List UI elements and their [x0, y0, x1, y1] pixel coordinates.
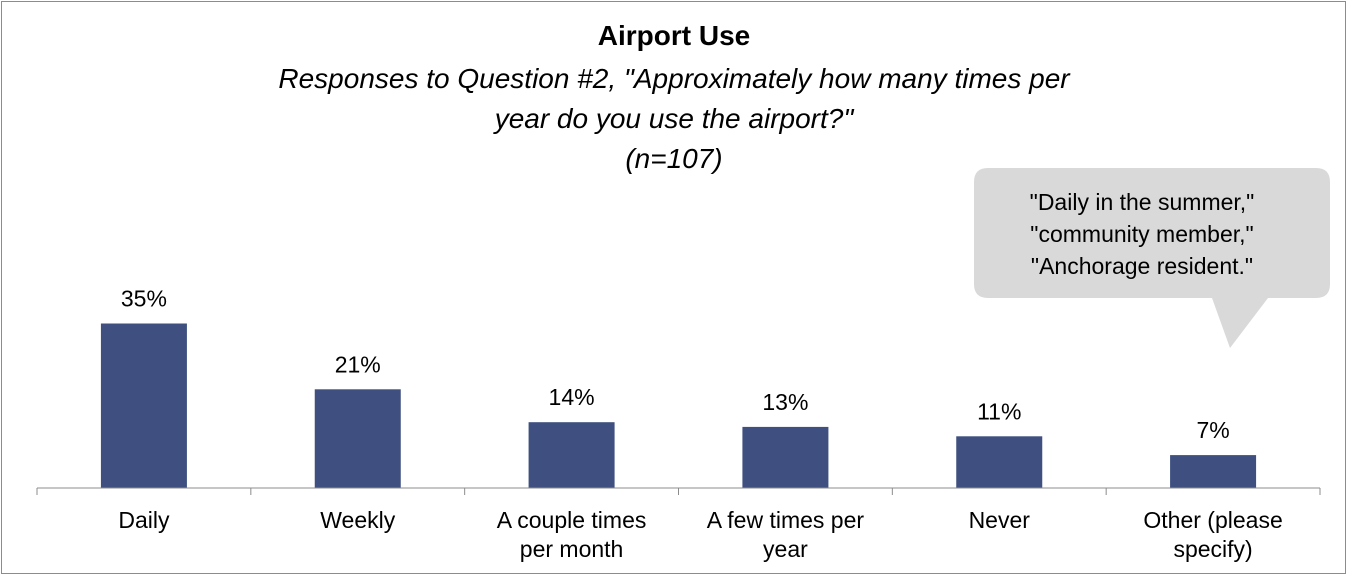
category-label-4-line-1: Never: [969, 507, 1031, 533]
chart-subtitle: Responses to Question #2, "Approximately…: [278, 63, 1071, 174]
value-label-3: 13%: [762, 389, 808, 415]
category-label-5-line-2: specify): [1173, 536, 1252, 562]
value-labels: 35% 21% 14% 13% 11% 7%: [121, 286, 1230, 444]
bar-3: [742, 426, 829, 488]
bar-5: [1170, 455, 1257, 488]
callout-text-line-3: "Anchorage resident.": [1031, 253, 1253, 279]
callout: "Daily in the summer," "community member,…: [974, 168, 1330, 348]
callout-text-line-1: "Daily in the summer,": [1030, 189, 1255, 215]
bar-1: [314, 389, 401, 488]
category-label-1-line-1: Weekly: [320, 507, 395, 533]
callout-text: "Daily in the summer," "community member,…: [1030, 189, 1255, 279]
value-label-5: 7%: [1196, 417, 1229, 443]
callout-bubble: [974, 168, 1330, 348]
category-label-2-line-2: per month: [520, 536, 624, 562]
bars: [100, 323, 1257, 488]
chart-title: Airport Use: [598, 20, 750, 51]
value-label-2: 14%: [549, 384, 595, 410]
bar-0: [100, 323, 187, 488]
callout-text-line-2: "community member,": [1030, 221, 1253, 247]
x-axis-ticks: [36, 488, 1321, 495]
value-label-1: 21%: [335, 351, 381, 377]
chart-subtitle-line-3: (n=107): [625, 143, 722, 174]
chart-subtitle-line-2: year do you use the airport?": [493, 103, 855, 134]
category-label-3-line-1: A few times per: [707, 507, 865, 533]
category-label-5-line-1: Other (please: [1143, 507, 1282, 533]
category-label-0-line-1: Daily: [118, 507, 170, 533]
chart-subtitle-line-1: Responses to Question #2, "Approximately…: [278, 63, 1071, 94]
category-labels: Daily Weekly A couple times per month A few …: [118, 507, 1282, 562]
value-label-0: 35%: [121, 286, 167, 312]
value-label-4: 11%: [977, 398, 1021, 424]
category-label-3-line-2: year: [763, 536, 808, 562]
bar-4: [956, 436, 1043, 488]
category-label-2-line-1: A couple times: [497, 507, 647, 533]
bar-2: [528, 422, 615, 488]
